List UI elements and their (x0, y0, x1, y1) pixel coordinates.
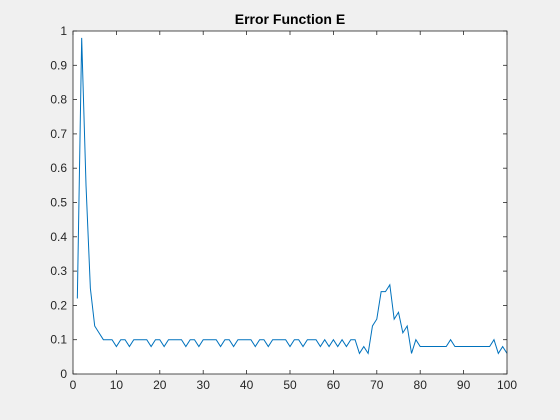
x-tick-label: 80 (414, 378, 428, 392)
x-tick-label: 100 (497, 378, 517, 392)
x-tick-label: 40 (240, 378, 254, 392)
x-tick-label: 20 (153, 378, 167, 392)
x-tick-label: 50 (283, 378, 297, 392)
y-tick-label: 0.1 (50, 333, 67, 347)
y-tick-label: 0 (60, 367, 67, 381)
y-tick-label: 0.6 (50, 161, 67, 175)
x-tick-label: 0 (70, 378, 77, 392)
y-tick-label: 0.2 (50, 298, 67, 312)
x-tick-label: 30 (197, 378, 211, 392)
x-tick-label: 70 (370, 378, 384, 392)
y-tick-label: 0.7 (50, 127, 67, 141)
x-tick-label: 90 (457, 378, 471, 392)
y-tick-label: 0.3 (50, 264, 67, 278)
x-tick-label: 10 (110, 378, 124, 392)
chart-title: Error Function E (235, 11, 345, 27)
x-tick-label: 60 (327, 378, 341, 392)
plot-area (73, 31, 507, 374)
y-tick-label: 0.5 (50, 196, 67, 210)
y-tick-label: 0.4 (50, 230, 67, 244)
y-tick-label: 1 (60, 24, 67, 38)
y-tick-label: 0.9 (50, 58, 67, 72)
y-tick-label: 0.8 (50, 93, 67, 107)
